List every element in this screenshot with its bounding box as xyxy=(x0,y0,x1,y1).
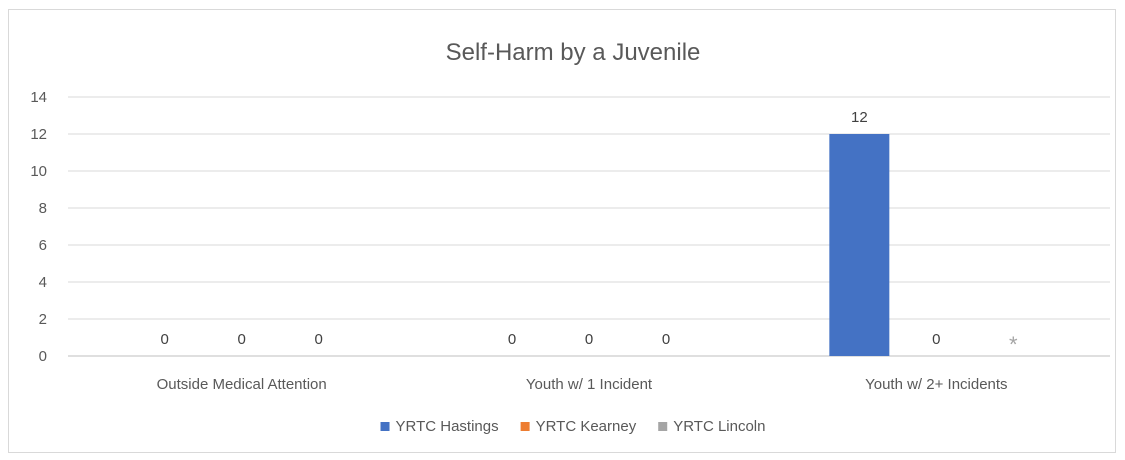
data-label: * xyxy=(1009,332,1018,357)
category-label: Outside Medical Attention xyxy=(157,376,327,393)
y-tick-label: 8 xyxy=(39,200,47,217)
chart-title: Self-Harm by a Juvenile xyxy=(446,39,701,66)
data-label: 0 xyxy=(932,331,940,348)
y-tick-label: 14 xyxy=(30,89,47,106)
legend-swatch xyxy=(658,422,668,431)
legend-label: YRTC Kearney xyxy=(536,418,637,435)
y-tick-label: 6 xyxy=(39,237,47,254)
legend-swatch xyxy=(380,422,390,431)
y-tick-label: 10 xyxy=(30,163,47,180)
data-label: 0 xyxy=(585,331,593,348)
legend: YRTC Hastings YRTC Kearney YRTC Lincoln xyxy=(380,418,765,435)
chart-frame xyxy=(8,9,1116,453)
y-tick-label: 0 xyxy=(39,348,47,365)
bar xyxy=(829,134,890,356)
legend-label: YRTC Lincoln xyxy=(673,418,765,435)
y-tick-label: 12 xyxy=(30,126,47,143)
legend-swatch xyxy=(520,422,530,431)
data-label: 0 xyxy=(662,331,670,348)
gridlines xyxy=(68,96,1110,357)
data-labels: 0 0 0 0 0 0 12 0 * xyxy=(160,109,1018,357)
y-tick-label: 2 xyxy=(39,311,47,328)
y-tick-label: 4 xyxy=(39,274,47,291)
data-label: 0 xyxy=(508,331,516,348)
bars xyxy=(829,134,890,356)
data-label: 12 xyxy=(851,109,868,126)
y-axis-ticks: 0 2 4 6 8 10 12 14 xyxy=(30,89,47,365)
category-label: Youth w/ 1 Incident xyxy=(526,376,653,393)
legend-label: YRTC Hastings xyxy=(396,418,499,435)
data-label: 0 xyxy=(160,331,168,348)
category-label: Youth w/ 2+ Incidents xyxy=(865,376,1007,393)
data-label: 0 xyxy=(314,331,322,348)
category-labels: Outside Medical Attention Youth w/ 1 Inci… xyxy=(157,376,1008,393)
data-label: 0 xyxy=(237,331,245,348)
